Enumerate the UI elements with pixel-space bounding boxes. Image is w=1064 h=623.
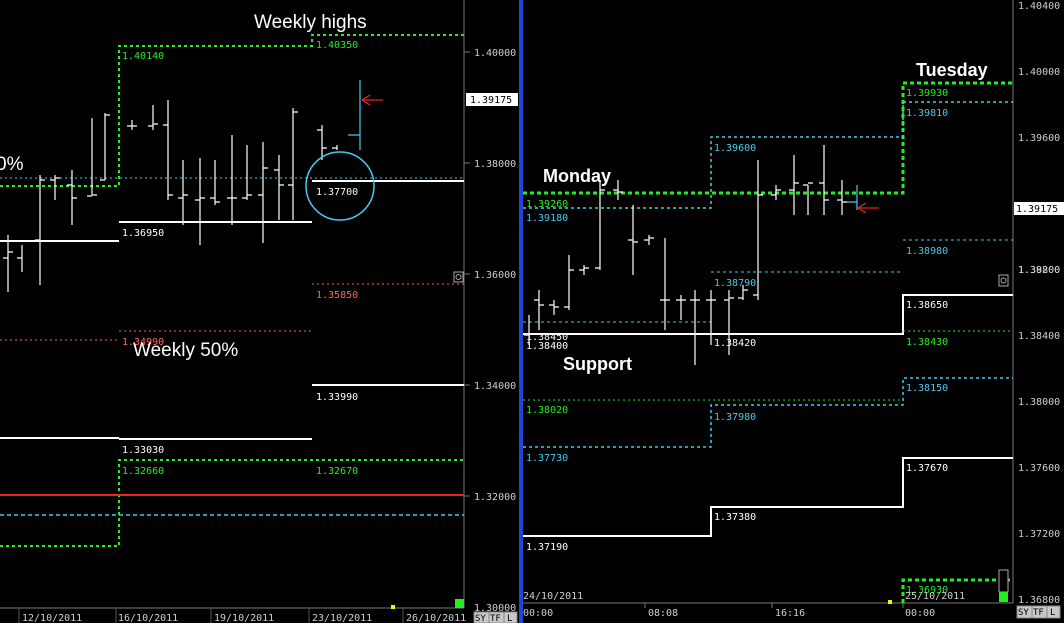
x-date-label: 12/10/2011 <box>22 613 82 623</box>
annotation-tuesday: Tuesday <box>916 60 988 80</box>
y-tick-label: 1.38000 <box>474 159 516 170</box>
left-x-axis: 12/10/2011 16/10/2011 19/10/2011 23/10/2… <box>18 599 466 623</box>
right-price-bars <box>524 145 847 365</box>
right-chart: 1.39930 1.39810 1.39600 1.39260 1.39180 … <box>523 0 1064 619</box>
l-button[interactable] <box>1046 605 1061 619</box>
annotation-weekly-highs: Weekly highs <box>254 12 367 33</box>
level-label: 1.39600 <box>714 143 756 154</box>
level-label: 1.36930 <box>906 585 948 596</box>
level-label: 1.37190 <box>526 542 568 553</box>
left-chart: 1.40140 1.40350 1.37700 1.36950 1.35850 … <box>0 0 518 623</box>
level-label: 1.33990 <box>316 392 358 403</box>
y-tick-label: 1.36800 <box>1018 595 1060 606</box>
left-arrow-icon <box>361 94 383 106</box>
x-date-label: 19/10/2011 <box>214 613 274 623</box>
right-zoom-buttons[interactable] <box>998 569 1009 593</box>
right-arrow-icon <box>857 202 879 214</box>
y-tick-label: 1.38000 <box>1018 397 1060 408</box>
right-scroll-marker[interactable] <box>998 274 1009 287</box>
x-time-label: 00:00 <box>523 608 553 619</box>
x-date-label: 25/10/2011 <box>905 591 965 602</box>
y-tick-label: 1.30000 <box>474 603 516 614</box>
y-tick-label: 1.39600 <box>1018 133 1060 144</box>
left-toolbar: SY TF L <box>473 611 518 623</box>
left-price-tag-text: 1.39175 <box>470 95 512 106</box>
level-label: 1.38420 <box>714 338 756 349</box>
weekly-low-line <box>0 459 464 547</box>
panel-divider[interactable] <box>519 0 523 623</box>
left-price-tag: 1.39175 <box>466 93 518 106</box>
right-price-tag: 1.39175 <box>1014 202 1064 215</box>
level-label: 1.40350 <box>316 40 358 51</box>
sy-button-label: SY <box>1018 608 1029 618</box>
y-tick-label: 1.40400 <box>1018 1 1060 12</box>
x-time-label: 08:08 <box>648 608 678 619</box>
annotation-weekly-50: Weekly 50% <box>133 340 238 361</box>
right-y-axis: 1.40400 1.40000 1.39600 1.39200 1.38800 … <box>1018 1 1060 606</box>
y-tick-label: 1.39200 <box>1018 265 1060 276</box>
annotation-partial-percent: 0% <box>0 154 24 175</box>
level-label: 1.38430 <box>906 337 948 348</box>
l-button[interactable] <box>503 611 518 623</box>
level-label: 1.33030 <box>122 445 164 456</box>
level-label: 1.38150 <box>906 383 948 394</box>
x-date-label: 24/10/2011 <box>523 591 583 602</box>
level-label: 1.32660 <box>122 466 164 477</box>
current-price-circle <box>305 151 375 221</box>
left-scroll-marker[interactable] <box>453 271 464 283</box>
right-price-tag-text: 1.39175 <box>1016 204 1058 215</box>
sy-button-label: SY <box>475 614 486 623</box>
level-label: 1.37700 <box>316 187 358 198</box>
level-label: 1.34990 <box>122 337 164 348</box>
tf-button-label: TF <box>1033 608 1044 618</box>
weekly-high-line <box>0 34 464 187</box>
l-button-label: L <box>507 614 512 623</box>
y-tick-label: 1.40000 <box>1018 67 1060 78</box>
y-tick-label: 1.37600 <box>1018 463 1060 474</box>
x-date-label: 26/10/2011 <box>406 613 466 623</box>
level-label: 1.39180 <box>526 213 568 224</box>
y-tick-label: 1.38800 <box>1018 265 1060 276</box>
x-time-label: 00:00 <box>905 608 935 619</box>
level-label: 1.40140 <box>122 51 164 62</box>
y-tick-label: 1.40000 <box>474 48 516 59</box>
y-tick-label: 1.37200 <box>1018 529 1060 540</box>
level-label: 1.38020 <box>526 405 568 416</box>
y-tick-label: 1.38400 <box>1018 331 1060 342</box>
level-label: 1.39930 <box>906 88 948 99</box>
l-button-label: L <box>1050 608 1055 618</box>
level-label: 1.35850 <box>316 290 358 301</box>
level-label: 1.39260 <box>526 199 568 210</box>
y-tick-label: 1.36000 <box>474 270 516 281</box>
level-label: 1.37980 <box>714 412 756 423</box>
x-time-label: 16:16 <box>775 608 805 619</box>
tf-button-label: TF <box>490 614 501 623</box>
annotation-support: Support <box>563 354 632 374</box>
daily-high-line <box>523 81 1013 195</box>
right-toolbar: SY TF L <box>1016 605 1061 619</box>
level-label: 1.37670 <box>906 463 948 474</box>
level-label: 1.38980 <box>906 246 948 257</box>
level-label: 1.38450 <box>526 332 568 343</box>
right-x-axis: 24/10/2011 00:00 08:08 16:16 25/10/2011 … <box>523 591 965 619</box>
x-date-label: 16/10/2011 <box>118 613 178 623</box>
level-label: 1.38790 <box>714 278 756 289</box>
y-tick-label: 1.34000 <box>474 381 516 392</box>
level-label: 1.37380 <box>714 512 756 523</box>
level-label: 1.38650 <box>906 300 948 311</box>
level-label: 1.37730 <box>526 453 568 464</box>
left-price-bars <box>3 100 338 292</box>
level-label: 1.36950 <box>122 228 164 239</box>
x-date-label: 23/10/2011 <box>312 613 372 623</box>
annotation-monday: Monday <box>543 166 611 186</box>
level-label: 1.32670 <box>316 466 358 477</box>
level-label: 1.38400 <box>526 341 568 352</box>
level-label: 1.39810 <box>906 108 948 119</box>
y-tick-label: 1.32000 <box>474 492 516 503</box>
left-y-axis: 1.40000 1.38000 1.36000 1.34000 1.32000 … <box>464 48 516 614</box>
